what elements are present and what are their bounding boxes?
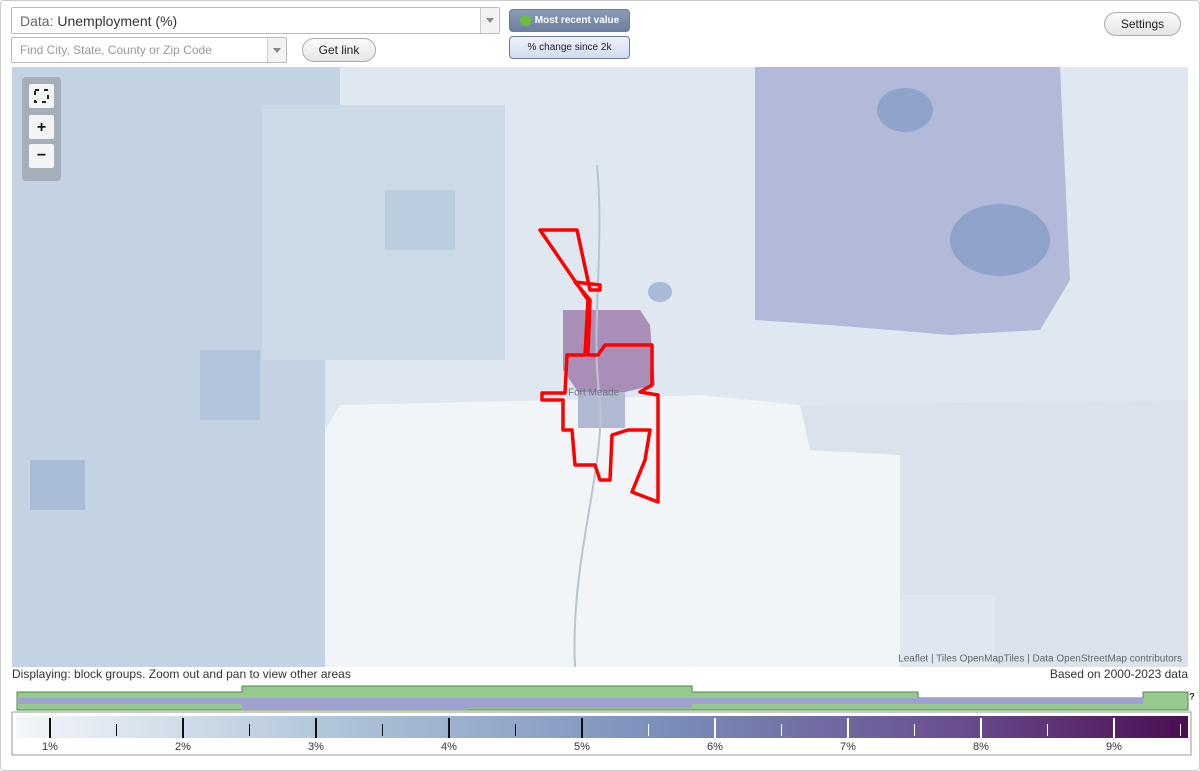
search-box[interactable]: Find City, State, County or Zip Code [11,37,287,63]
percent-change-toggle[interactable]: % change since 2k [509,36,630,59]
data-label: Data: [20,13,54,29]
data-value: Unemployment (%) [57,13,178,29]
data-select[interactable]: Data: Unemployment (%) [11,7,500,34]
search-placeholder: Find City, State, County or Zip Code [20,43,212,57]
most-recent-label: Most recent value [534,15,620,26]
get-link-button[interactable]: Get link [302,38,376,62]
select-caret [480,8,499,33]
most-recent-toggle[interactable]: Most recent value [509,9,630,32]
check-icon [519,14,531,26]
search-caret [267,38,286,62]
settings-button[interactable]: Settings [1104,12,1181,36]
